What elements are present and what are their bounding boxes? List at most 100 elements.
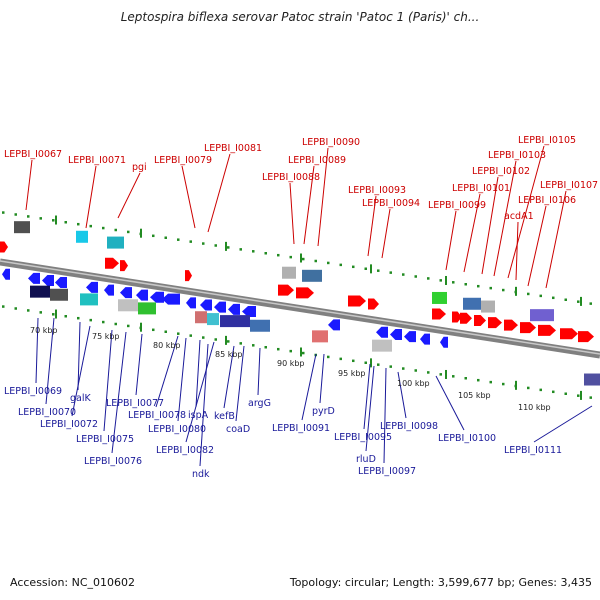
track-dot [39,311,42,314]
feature-box [30,285,50,298]
callout-line [319,353,325,404]
track-dot [64,220,67,224]
forward-gene-arrow [560,328,578,340]
gene-label: LEPBI_I0094 [362,198,420,209]
gene-label: LEPBI_I0076 [84,456,142,467]
gene-label: LEPBI_I0072 [40,419,98,430]
track-dot [164,330,167,333]
reverse-gene-arrow [404,331,416,343]
track-dot [227,340,230,343]
track-dot [464,376,467,380]
forward-gene-arrow [474,314,486,326]
feature-box [372,339,392,352]
kbp-tick-label: 100 kbp [397,379,430,388]
reverse-gene-arrow [42,275,54,287]
callout-line [103,329,113,432]
forward-gene-arrow [488,317,502,329]
forward-gene-arrow [0,241,8,253]
gene-label: LEPBI_I0091 [272,423,330,434]
track-dot [239,248,242,251]
gene-label: coaD [226,424,250,435]
track-dot [377,363,380,366]
gene-label: LEPBI_I0075 [76,434,134,445]
forward-gene-arrow [504,319,518,331]
gene-label: galK [70,393,91,404]
reverse-gene-arrow [120,287,132,299]
track-dot [489,286,492,290]
gene-label: LEPBI_I0079 [154,155,212,166]
reverse-gene-arrow [420,333,430,345]
gene-label: LEPBI_I0077 [106,398,164,409]
gene-label: LEPBI_I0067 [4,149,62,160]
track-dot [339,263,342,267]
kbp-tick-label: 95 kbp [338,369,366,378]
gene-label: LEPBI_I0070 [18,407,76,418]
track-dot [402,273,405,276]
track-dot [77,222,80,226]
gene-label: LEPBI_I0071 [68,155,126,166]
reverse-gene-arrow [150,291,164,303]
feature-box [302,269,322,282]
feature-box [138,302,156,315]
track-dot [252,344,255,347]
forward-gene-arrow [120,260,128,272]
track-dot [227,246,230,249]
gene-features [0,221,600,386]
reverse-gene-arrow [55,277,67,289]
track-dot [489,380,492,384]
callout-line [493,160,517,277]
forward-gene-arrow [520,322,536,334]
gene-label: LEPBI_I0095 [334,432,392,443]
track-tick [445,369,447,379]
gene-label: pyrD [312,406,335,417]
track-tick [225,241,227,251]
track-dot [189,334,192,337]
track-dot [577,300,580,303]
callout-line [289,182,295,245]
track-dot [564,298,567,301]
reverse-gene-arrow [242,306,256,318]
feature-box [207,313,219,326]
callout-line [185,341,215,443]
kbp-tick-label: 75 kbp [92,332,120,341]
gene-label: LEPBI_I0101 [452,183,510,194]
forward-gene-arrow [185,270,192,282]
gene-label: LEPBI_I0099 [428,200,486,211]
map-title: Leptospira biflexa serovar Patoc strain … [120,10,480,24]
callout-line [397,371,407,419]
callout-line [301,353,317,421]
track-dot [452,281,455,284]
callout-line [381,208,391,259]
reverse-gene-arrow [104,284,114,296]
track-dot [364,267,367,270]
feature-box [282,266,296,279]
feature-box [50,288,68,301]
callout-line [111,331,127,454]
feature-box [432,291,447,304]
track-dot [102,226,105,230]
reverse-gene-arrow [328,319,340,331]
callout-line [533,405,593,443]
track-dot [127,324,130,328]
track-dot [577,394,580,397]
feature-box [220,315,250,328]
track-dot [102,320,105,324]
kbp-tick-label: 90 kbp [277,359,305,368]
track-dot [14,213,17,216]
track-dots [2,211,592,399]
forward-gene-arrow [348,295,366,307]
track-dot [477,284,480,288]
callout-line [481,176,499,275]
track-dot [289,255,292,259]
track-dot [127,230,130,234]
gene-label: ispA [188,410,209,421]
track-tick [515,380,517,390]
reverse-gene-arrow [28,272,40,284]
track-dot [389,365,392,368]
green-ticks [55,215,582,400]
callout-line [77,321,81,391]
track-dot [52,219,55,222]
track-tick [370,358,372,368]
track-dot [589,302,592,305]
track-dot [27,309,30,312]
